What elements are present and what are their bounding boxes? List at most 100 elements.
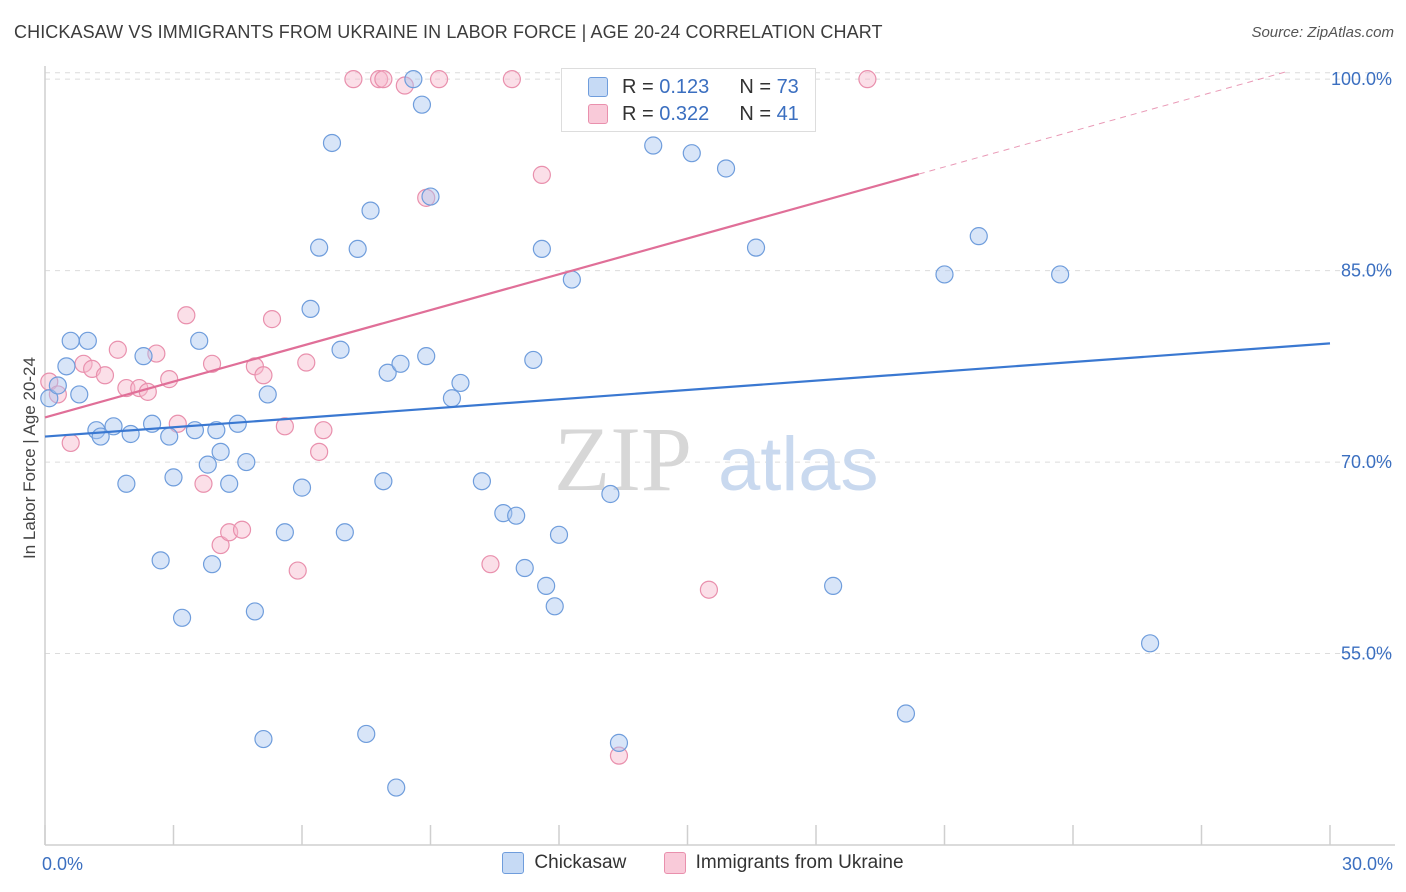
- point-ukraine-27: [344, 70, 363, 89]
- point-chickasaw-53: [545, 597, 564, 616]
- point-chickasaw-49: [515, 558, 534, 578]
- point-chickasaw-59: [682, 144, 701, 163]
- legend-swatch-pink: [588, 104, 608, 124]
- legend-swatch-pink: [663, 852, 686, 874]
- point-chickasaw-56: [601, 484, 620, 504]
- point-chickasaw-10: [134, 347, 153, 366]
- point-chickasaw-70: [207, 421, 226, 440]
- axis-labels: 55.0% 70.0% 85.0% 100.0% 0.0% 30.0%: [42, 69, 1393, 874]
- point-chickasaw-61: [746, 238, 766, 257]
- n-label: N =: [739, 102, 771, 125]
- point-ukraine-34: [502, 70, 521, 89]
- point-ukraine-24: [297, 353, 316, 372]
- point-ukraine-15: [202, 354, 222, 373]
- point-chickasaw-21: [220, 474, 239, 493]
- r-label: R =: [622, 102, 654, 125]
- trend-extension-ukraine: [918, 71, 1288, 175]
- legend-swatch-blue: [502, 852, 525, 874]
- trend-lines: [44, 71, 1331, 438]
- x-tick-label-1: 30.0%: [1342, 854, 1393, 874]
- point-ukraine-5: [95, 366, 115, 385]
- point-ukraine-6: [108, 340, 127, 359]
- watermark-zip: ZIP: [554, 408, 692, 510]
- correlation-legend: R = 0.123 N = 73 R = 0.322 N = 41: [561, 68, 816, 132]
- trend-line-ukraine: [44, 173, 920, 419]
- point-chickasaw-44: [442, 389, 462, 408]
- point-chickasaw-69: [357, 724, 376, 744]
- axes: [44, 66, 1395, 846]
- point-chickasaw-1: [48, 376, 67, 395]
- point-chickasaw-33: [335, 523, 354, 542]
- r-label: R =: [622, 75, 654, 98]
- trend-line-chickasaw: [44, 342, 1331, 438]
- point-ukraine-35: [532, 165, 551, 184]
- point-chickasaw-3: [61, 331, 80, 350]
- point-chickasaw-46: [472, 472, 491, 491]
- point-chickasaw-18: [198, 455, 217, 474]
- point-chickasaw-20: [211, 442, 230, 461]
- point-ukraine-20: [254, 366, 273, 385]
- point-ukraine-25: [310, 442, 329, 461]
- point-chickasaw-30: [310, 238, 329, 257]
- legend-item-ukraine: Immigrants from Ukraine: [663, 852, 904, 874]
- point-ukraine-33: [481, 555, 500, 574]
- y-tick-label-3: 100.0%: [1331, 69, 1392, 89]
- point-ukraine-2: [61, 433, 80, 453]
- n-value-ukraine: 41: [776, 102, 799, 125]
- n-label: N =: [739, 75, 771, 98]
- point-chickasaw-40: [404, 70, 423, 89]
- point-chickasaw-0: [40, 389, 59, 408]
- point-chickasaw-42: [417, 347, 436, 366]
- point-chickasaw-12: [151, 551, 170, 570]
- legend-swatch-blue: [588, 77, 608, 97]
- point-ukraine-29: [374, 70, 393, 89]
- y-tick-label-0: 55.0%: [1341, 644, 1392, 664]
- point-ukraine-13: [177, 306, 196, 325]
- point-chickasaw-37: [378, 363, 397, 382]
- point-ukraine-26: [314, 421, 333, 440]
- watermark-atlas: atlas: [718, 422, 879, 507]
- point-ukraine-9: [138, 382, 157, 401]
- point-ukraine-21: [262, 310, 282, 329]
- point-chickasaw-65: [935, 265, 954, 284]
- point-chickasaw-2: [57, 357, 76, 376]
- point-chickasaw-14: [164, 468, 183, 487]
- watermark: ZIP atlas: [554, 408, 879, 510]
- point-chickasaw-5: [78, 331, 97, 350]
- point-ukraine-14: [194, 474, 213, 493]
- y-axis-label: In Labor Force | Age 20-24: [20, 357, 39, 559]
- chart-title: CHICKASAW VS IMMIGRANTS FROM UKRAINE IN …: [14, 22, 883, 42]
- point-ukraine-18: [232, 520, 252, 539]
- point-chickasaw-45: [451, 373, 470, 393]
- point-chickasaw-9: [117, 474, 136, 493]
- point-chickasaw-28: [292, 478, 312, 497]
- point-chickasaw-54: [549, 525, 569, 544]
- x-tick-label-0: 0.0%: [42, 854, 83, 874]
- bottom-legend: Chickasaw Immigrants from Ukraine: [0, 852, 1406, 880]
- point-chickasaw-39: [391, 354, 410, 373]
- point-chickasaw-4: [70, 385, 89, 404]
- point-chickasaw-38: [387, 778, 406, 797]
- point-chickasaw-60: [716, 159, 736, 178]
- point-ukraine-38: [699, 580, 719, 599]
- n-value-chickasaw: 73: [776, 75, 799, 98]
- point-chickasaw-19: [202, 555, 222, 574]
- y-tick-label-1: 70.0%: [1341, 452, 1392, 472]
- point-chickasaw-29: [301, 299, 320, 319]
- r-value-chickasaw: 0.123: [659, 75, 710, 98]
- point-chickasaw-24: [245, 602, 264, 621]
- point-chickasaw-35: [361, 201, 380, 220]
- point-chickasaw-68: [1140, 634, 1160, 653]
- point-chickasaw-31: [322, 133, 342, 153]
- point-chickasaw-15: [172, 608, 192, 627]
- point-chickasaw-27: [275, 523, 294, 542]
- point-ukraine-28: [370, 70, 389, 89]
- point-chickasaw-26: [258, 385, 277, 404]
- point-chickasaw-25: [254, 729, 273, 749]
- point-ukraine-23: [288, 561, 307, 580]
- y-tick-label-2: 85.0%: [1341, 261, 1392, 281]
- point-ukraine-7: [117, 378, 136, 398]
- series-chickasaw-points: [40, 70, 1160, 797]
- legend-item-chickasaw: Chickasaw: [502, 852, 626, 874]
